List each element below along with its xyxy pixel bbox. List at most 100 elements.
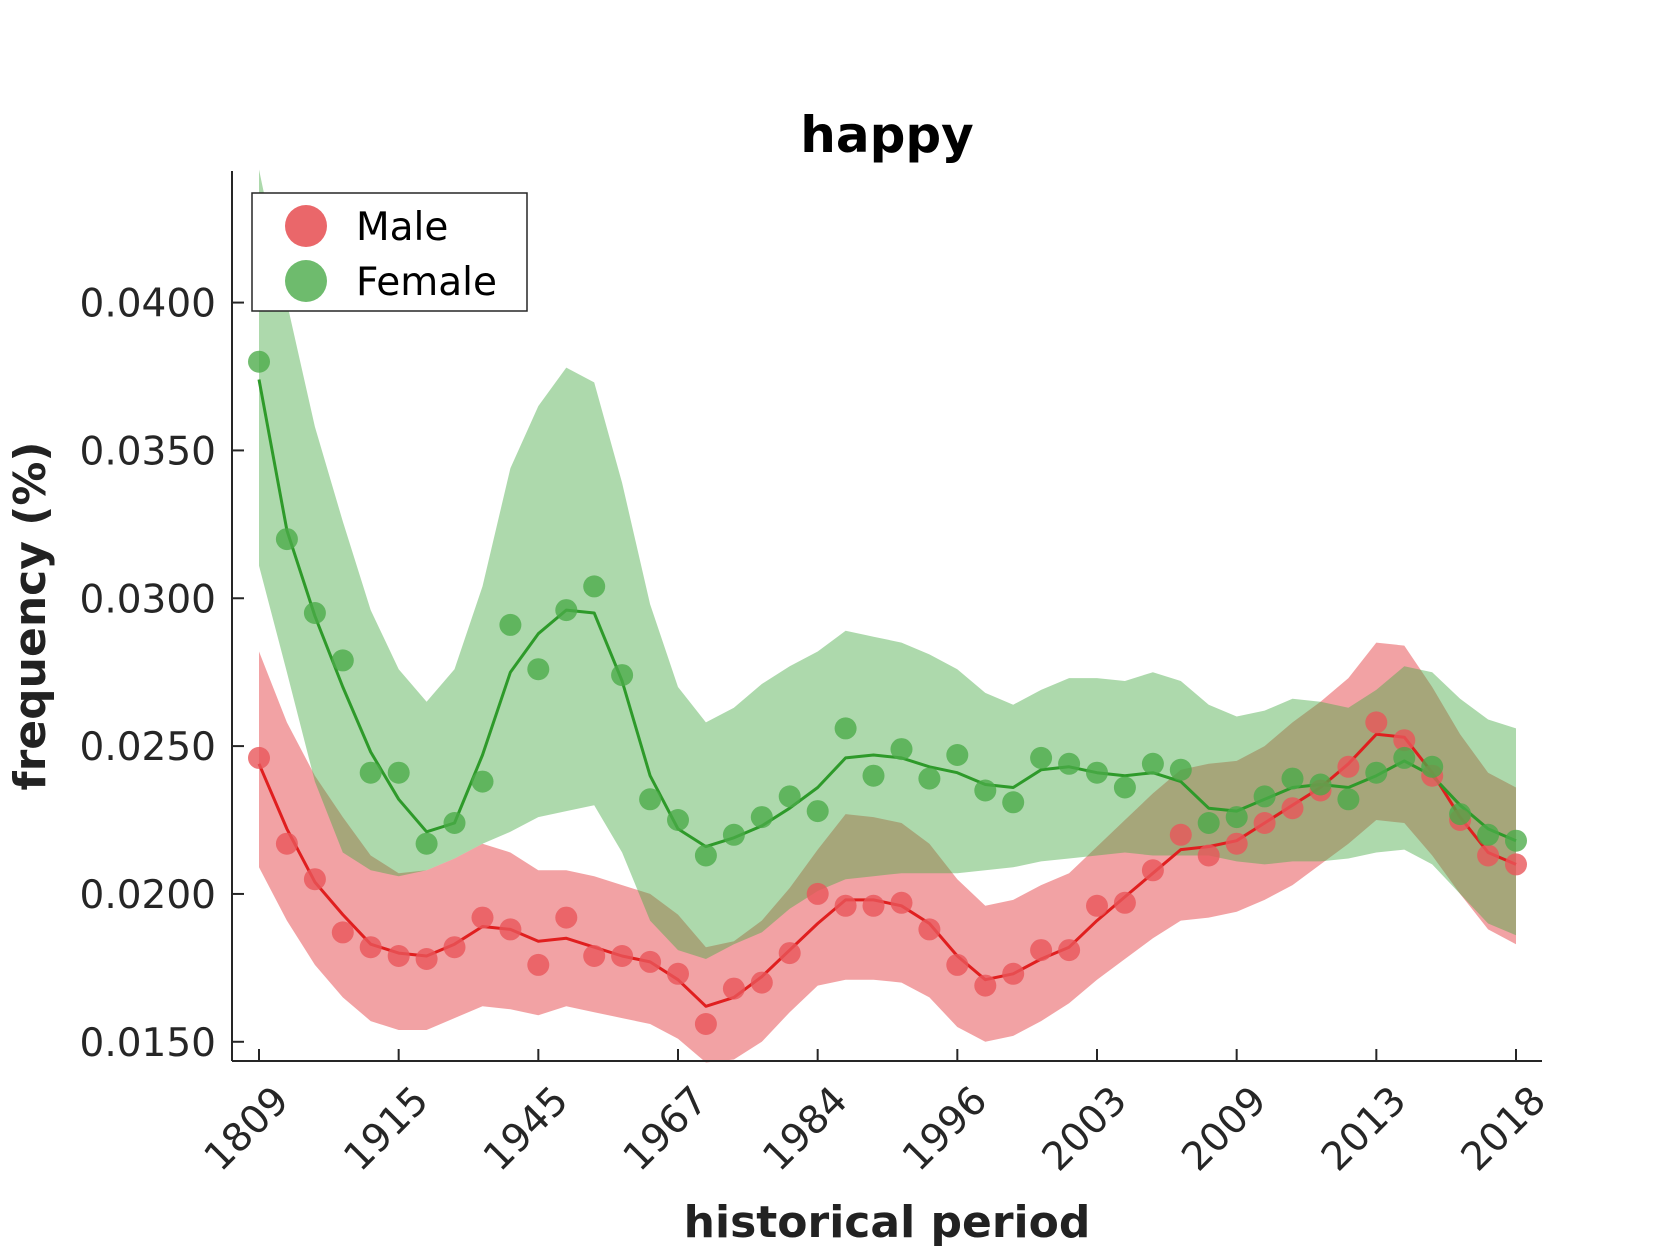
- male-data-point: [1253, 812, 1276, 834]
- trend-lines: [257, 379, 1517, 1008]
- male-data-point: [1337, 755, 1360, 778]
- axes: [231, 171, 1542, 1062]
- male-data-point: [1058, 939, 1081, 962]
- female-data-point: [499, 613, 522, 636]
- female-data-point: [471, 770, 494, 793]
- male-data-point: [862, 894, 885, 917]
- female-data-point: [890, 738, 913, 761]
- legend-label-male: Male: [356, 205, 448, 250]
- female-data-point: [750, 806, 773, 829]
- female-data-point: [667, 809, 689, 831]
- female-data-point: [527, 658, 550, 681]
- male-data-point: [1505, 853, 1527, 876]
- female-data-point: [415, 832, 438, 855]
- female-data-point: [862, 764, 885, 787]
- female-data-point: [1365, 761, 1388, 784]
- female-data-point: [1113, 776, 1136, 799]
- female-confidence-band: [259, 169, 1516, 959]
- male-data-point: [583, 945, 606, 967]
- male-data-point: [778, 942, 801, 965]
- female-data-point: [1225, 806, 1248, 829]
- female-data-point: [1449, 803, 1472, 826]
- female-data-point: [639, 788, 662, 811]
- female-data-point: [1393, 746, 1416, 769]
- male-data-point: [1169, 823, 1192, 846]
- male-data-point: [499, 918, 522, 941]
- female-data-point: [1281, 767, 1304, 790]
- female-data-point: [443, 812, 466, 834]
- female-data-point: [275, 528, 298, 551]
- female-data-point: [722, 823, 745, 846]
- male-data-point: [1002, 962, 1025, 985]
- female-data-point: [834, 717, 857, 740]
- male-data-point: [1477, 844, 1500, 867]
- x-tick-label: 1809: [196, 1078, 298, 1180]
- x-tick-label: 2009: [1174, 1078, 1276, 1180]
- data-points: [248, 350, 1527, 1035]
- y-tick-label: 0.0150: [80, 1021, 216, 1066]
- female-data-point: [694, 844, 717, 867]
- female-data-point: [1337, 788, 1360, 811]
- male-data-point: [639, 950, 662, 973]
- male-data-point: [527, 953, 550, 976]
- chart-title: happy: [800, 106, 974, 164]
- female-data-point: [1058, 752, 1081, 775]
- male-data-point: [443, 936, 466, 959]
- male-data-point: [555, 906, 578, 929]
- x-tick-label: 1945: [475, 1078, 577, 1180]
- male-data-point: [918, 918, 941, 941]
- legend-marker-female: [285, 260, 327, 302]
- female-data-point: [1141, 752, 1164, 775]
- male-confidence-band: [259, 642, 1516, 1063]
- x-ticks: 1809 1915 1945 1967 1984 1996 2003 2009 2013 2018: [196, 1049, 1555, 1180]
- female-data-point: [974, 779, 997, 802]
- male-data-point: [1030, 939, 1053, 962]
- male-data-point: [694, 1013, 717, 1035]
- legend-marker-male: [285, 205, 327, 247]
- female-data-point: [946, 744, 969, 766]
- legend: Male Female: [251, 192, 528, 312]
- female-data-point: [583, 575, 606, 598]
- female-data-point: [331, 649, 354, 672]
- male-data-point: [667, 962, 689, 985]
- y-tick-label: 0.0350: [80, 429, 216, 474]
- female-data-point: [1253, 785, 1276, 808]
- male-data-point: [946, 953, 969, 976]
- female-data-point: [555, 599, 578, 622]
- male-trend-line: [257, 732, 1517, 1008]
- male-data-point: [1113, 891, 1136, 914]
- female-data-point: [1169, 758, 1192, 781]
- male-data-point: [1225, 832, 1248, 855]
- x-tick-label: 2013: [1313, 1078, 1415, 1180]
- male-data-point: [1141, 859, 1164, 882]
- male-data-point: [248, 746, 270, 769]
- x-tick-label: 1996: [894, 1078, 996, 1180]
- male-data-point: [1281, 797, 1304, 820]
- male-data-point: [1393, 729, 1416, 752]
- y-tick-label: 0.0300: [80, 577, 216, 622]
- female-data-point: [359, 761, 382, 784]
- male-data-point: [1365, 711, 1388, 734]
- confidence-bands: [259, 169, 1516, 1063]
- female-data-point: [918, 767, 941, 790]
- x-axis-label: historical period: [684, 1197, 1091, 1248]
- male-data-point: [806, 882, 829, 905]
- male-data-point: [750, 971, 773, 994]
- male-data-point: [722, 977, 745, 1000]
- female-data-point: [1477, 823, 1500, 846]
- female-data-point: [778, 785, 801, 808]
- y-tick-label: 0.0400: [80, 282, 216, 327]
- male-data-point: [387, 945, 410, 967]
- female-data-point: [1505, 829, 1527, 852]
- female-data-point: [387, 761, 410, 784]
- female-data-point: [1030, 746, 1053, 769]
- legend-label-female: Female: [356, 260, 497, 305]
- x-tick-label: 1984: [755, 1078, 857, 1180]
- female-data-point: [1309, 773, 1332, 796]
- x-tick-label: 1915: [336, 1078, 438, 1180]
- female-data-point: [611, 664, 634, 687]
- male-data-point: [331, 921, 354, 944]
- male-data-point: [611, 945, 634, 967]
- y-axis-label: frequency (%): [5, 441, 56, 790]
